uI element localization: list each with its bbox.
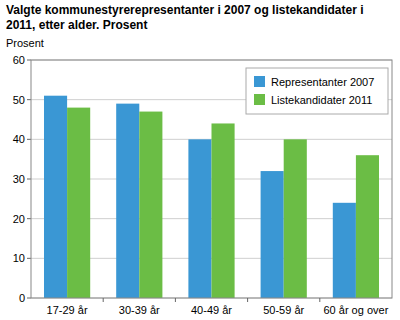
bar [188, 139, 211, 298]
category-tick [247, 298, 248, 302]
y-axis-label: Prosent [6, 37, 44, 49]
plot-frame [31, 60, 392, 298]
tick-label: 20 [13, 213, 25, 225]
bar [212, 123, 235, 298]
tick-mark [27, 179, 31, 180]
bar [284, 139, 307, 298]
tick-label: 10 [13, 252, 25, 264]
category-label: 50-59 år [263, 304, 304, 316]
tick-mark [27, 60, 31, 61]
legend-label: Listekandidater 2011 [271, 94, 372, 106]
chart: Valgte kommunestyrerepresentanter i 2007… [0, 0, 400, 320]
tick-label: 30 [13, 173, 25, 185]
category-label: 60 år og over [323, 304, 388, 316]
legend: Representanter 2007 Listekandidater 2011 [246, 68, 388, 114]
category-label: 30-39 år [119, 304, 160, 316]
bar [261, 171, 284, 298]
tick-mark [27, 298, 31, 299]
legend-box [246, 68, 388, 114]
bar [356, 155, 379, 298]
tick-mark [27, 139, 31, 140]
bars [44, 96, 379, 298]
tick-label: 60 [13, 54, 25, 66]
category-tick [319, 298, 320, 302]
bar [67, 108, 90, 298]
category-label: 17-29 år [47, 304, 88, 316]
title-line: 2011, etter alder. Prosent [6, 18, 147, 32]
tick-mark [27, 258, 31, 259]
legend-swatch [254, 94, 265, 105]
category-label: 40-49 år [191, 304, 232, 316]
tick-mark [27, 99, 31, 100]
title: Valgte kommunestyrerepresentanter i 2007… [6, 3, 363, 32]
category-tick [175, 298, 176, 302]
chart-container: Valgte kommunestyrerepresentanter i 2007… [0, 0, 400, 320]
tick-label: 0 [19, 292, 25, 304]
tick-mark [27, 218, 31, 219]
bar [116, 104, 139, 298]
bar [44, 96, 67, 298]
title-line: Valgte kommunestyrerepresentanter i 2007… [6, 3, 363, 17]
tick-label: 40 [13, 133, 25, 145]
legend-label: Representanter 2007 [271, 76, 374, 88]
legend-swatch [254, 76, 265, 87]
bar [333, 203, 356, 298]
category-tick [103, 298, 104, 302]
bar [139, 112, 162, 298]
tick-label: 50 [13, 94, 25, 106]
